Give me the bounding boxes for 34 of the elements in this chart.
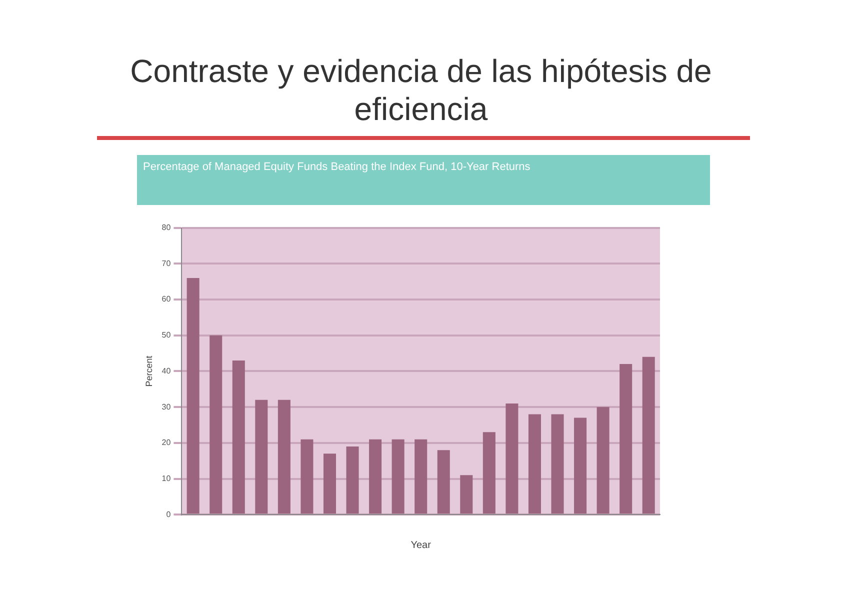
bar <box>596 407 610 514</box>
bar <box>414 439 428 514</box>
y-tick-label: 80 <box>162 223 172 232</box>
bar <box>323 454 336 514</box>
bar <box>210 335 222 514</box>
bar <box>482 432 496 514</box>
bar <box>620 364 632 514</box>
bar <box>506 403 518 514</box>
y-tick-label: 20 <box>162 438 172 448</box>
bar <box>232 360 245 514</box>
bar <box>642 356 655 514</box>
y-tick-label: 30 <box>162 402 172 412</box>
bar <box>528 414 541 514</box>
bar <box>551 414 564 514</box>
bar <box>392 439 404 514</box>
y-tick-label: 40 <box>162 366 172 376</box>
x-axis-title: Year <box>410 540 432 551</box>
bar <box>255 400 268 514</box>
bar <box>278 400 290 514</box>
bar <box>574 418 587 514</box>
y-axis-title: Percent <box>144 355 154 387</box>
y-tick-label: 0 <box>166 510 172 519</box>
bar <box>460 475 473 514</box>
y-tick-label: 60 <box>162 294 172 304</box>
bar <box>437 450 450 514</box>
bar <box>346 446 359 514</box>
bar <box>186 278 200 514</box>
y-tick-label: 50 <box>162 330 172 340</box>
bar <box>300 439 314 514</box>
chart-title: Contraste y evidencia de las hipótesis de eficiencia <box>129 52 713 128</box>
y-tick-label: 10 <box>162 474 172 483</box>
chart-subtitle: Percentage of Managed Equity Funds Beating the Index Fund, 10-Year Returns <box>137 155 710 205</box>
y-tick-label: 70 <box>162 258 172 268</box>
bar <box>369 439 382 514</box>
